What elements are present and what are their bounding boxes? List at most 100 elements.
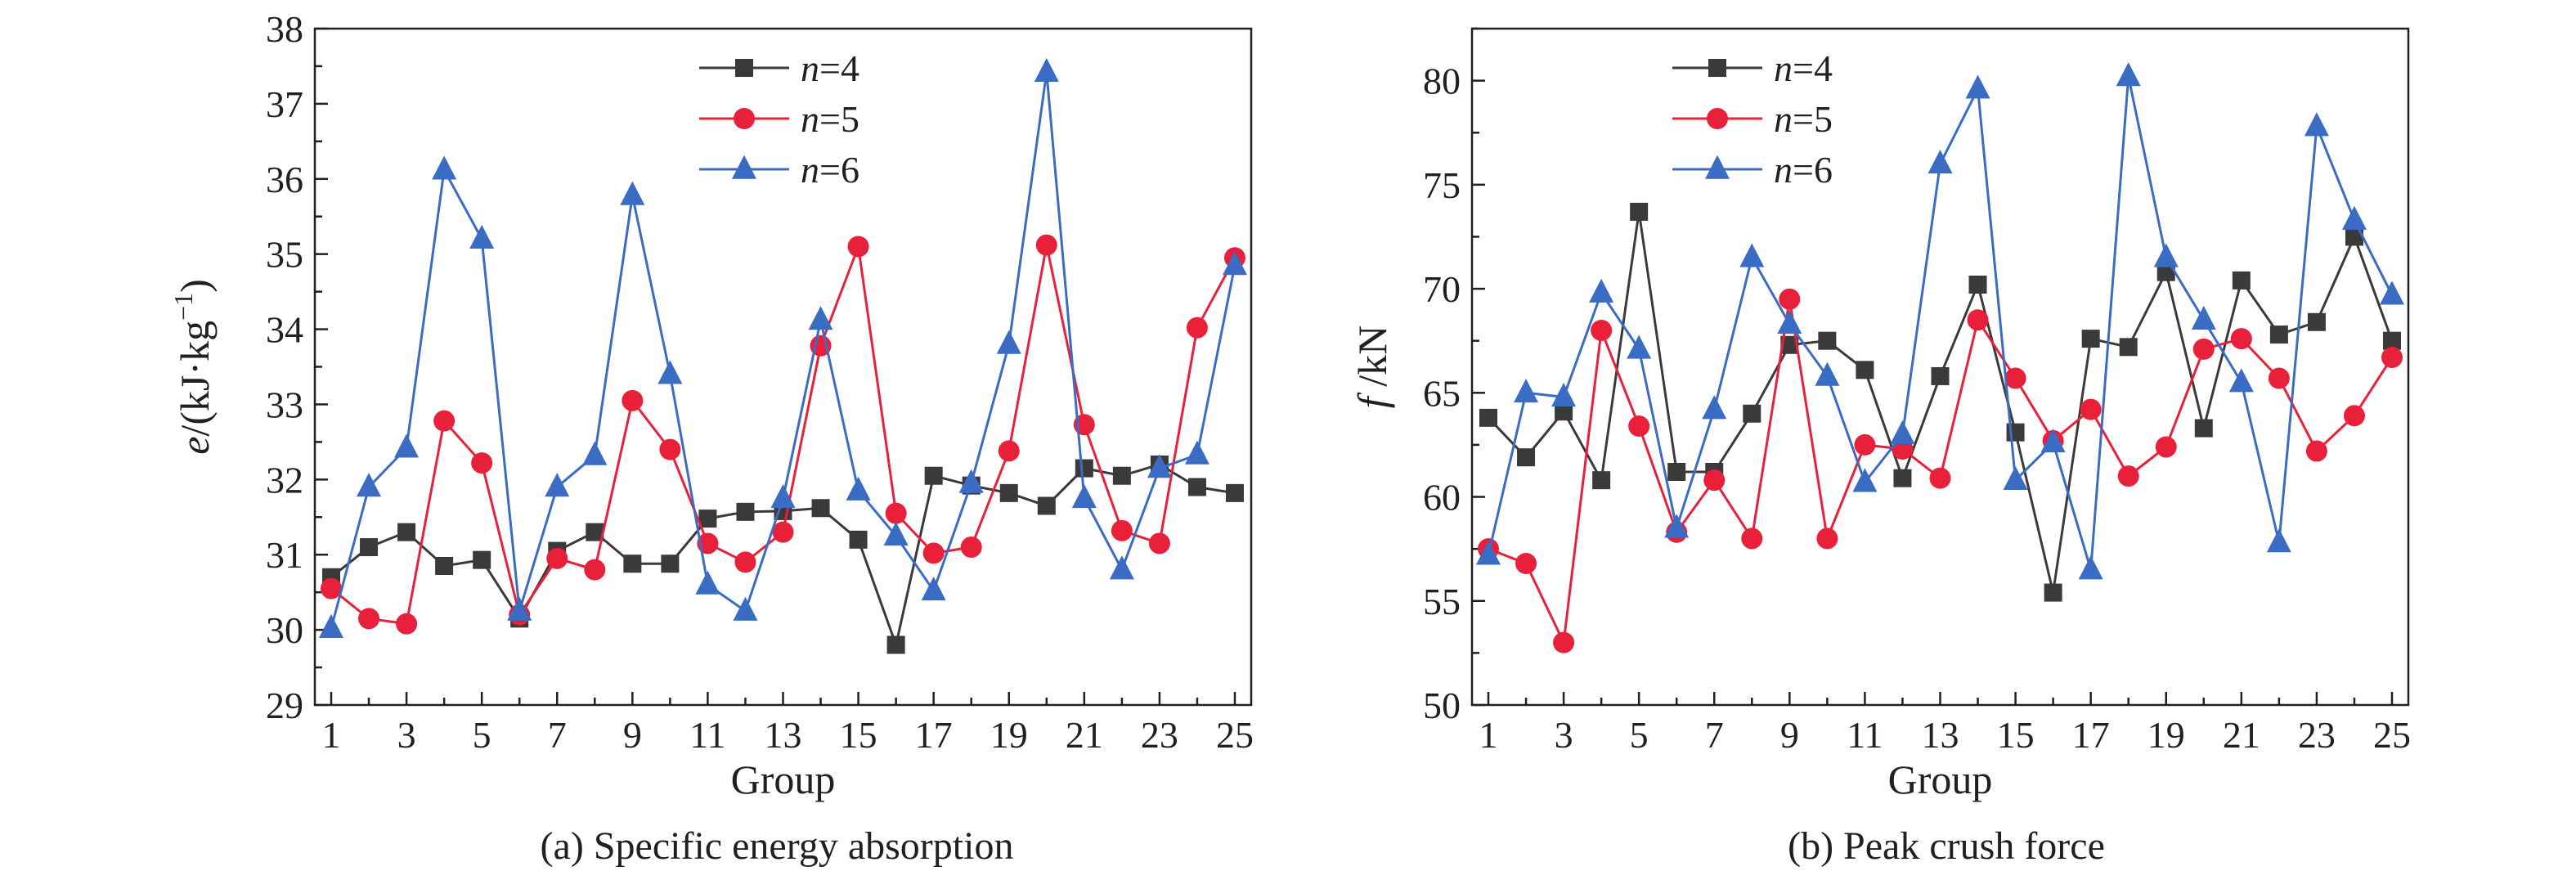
data-point: [2044, 583, 2062, 602]
data-point: [2156, 263, 2175, 281]
x-tick-label: 5: [1630, 714, 1649, 756]
x-axis-title: Group: [731, 757, 836, 802]
data-point: [2380, 281, 2404, 305]
x-tick-label: 13: [765, 714, 802, 756]
data-point: [1479, 408, 1497, 427]
data-point: [1893, 469, 1912, 487]
data-point: [545, 473, 570, 497]
legend-marker: [735, 59, 753, 77]
y-axis-var: e: [172, 437, 218, 455]
y-tick-label: 80: [1423, 61, 1461, 102]
legend-marker: [732, 155, 756, 179]
data-point: [396, 613, 418, 635]
x-axis-title: Group: [1888, 757, 1993, 802]
data-point: [846, 476, 871, 501]
y-tick-label: 55: [1423, 581, 1461, 622]
y-tick-label: 29: [266, 685, 303, 726]
data-point: [1928, 150, 1953, 174]
legend-marker: [734, 108, 755, 129]
data-point: [2343, 405, 2365, 427]
legend-eq: =5: [819, 98, 859, 140]
data-point: [996, 330, 1021, 354]
data-point: [1856, 361, 1874, 379]
y-axis-unit: /(kJ·kg: [172, 321, 218, 437]
data-point: [360, 538, 379, 557]
data-point: [2004, 367, 2026, 389]
series-line: [330, 72, 1236, 629]
data-point: [921, 576, 946, 601]
y-tick-label: 50: [1423, 685, 1461, 726]
data-point: [657, 360, 683, 384]
data-point: [659, 438, 681, 460]
legend-label: n=6: [1774, 149, 1833, 191]
x-tick-label: 23: [1141, 714, 1178, 756]
data-point: [1476, 541, 1501, 565]
legend-entry: n=4: [1672, 47, 1833, 89]
series-n5: [1478, 288, 2403, 653]
data-point: [1111, 519, 1133, 541]
x-tick-label: 5: [473, 714, 491, 756]
data-point: [1226, 483, 1244, 502]
data-point: [584, 559, 606, 581]
data-point: [1968, 275, 1987, 294]
legend-entry: n=6: [1672, 149, 1833, 191]
data-point: [622, 389, 644, 411]
data-point: [546, 547, 568, 569]
data-point: [357, 473, 382, 497]
legend-eq: =6: [819, 149, 859, 191]
data-point: [2266, 528, 2291, 553]
data-point: [886, 635, 905, 654]
data-point: [1515, 552, 1537, 574]
data-point: [397, 523, 416, 541]
data-point: [2232, 271, 2251, 290]
x-tick-label: 25: [2373, 714, 2411, 756]
data-point: [2155, 436, 2177, 458]
data-point: [2230, 328, 2252, 350]
chart-caption: (a) Specific energy absorption: [541, 824, 1014, 868]
data-point: [2268, 367, 2290, 389]
y-axis-close: ): [172, 279, 218, 293]
data-point: [2117, 465, 2139, 487]
data-point: [1112, 466, 1131, 485]
y-tick-label: 35: [266, 234, 303, 276]
legend-label: n=6: [801, 149, 859, 191]
data-point: [2119, 338, 2138, 357]
data-point: [770, 483, 796, 509]
data-point: [1931, 366, 1950, 385]
data-point: [998, 440, 1020, 462]
y-tick-label: 34: [266, 309, 303, 351]
data-point: [2080, 398, 2102, 420]
data-point: [1555, 402, 1573, 421]
x-tick-label: 17: [2072, 714, 2110, 756]
data-point: [433, 410, 456, 432]
y-tick-label: 33: [266, 384, 303, 425]
data-point: [661, 555, 680, 573]
data-point: [1741, 528, 1763, 550]
data-point: [1035, 234, 1057, 256]
data-point: [849, 530, 868, 549]
data-point: [1890, 420, 1915, 444]
data-point: [2078, 555, 2103, 580]
legend-label: n=4: [1774, 47, 1833, 89]
data-point: [394, 433, 420, 458]
y-tick-label: 60: [1423, 477, 1461, 519]
data-point: [507, 596, 532, 621]
data-point: [1037, 496, 1056, 515]
data-point: [1589, 278, 1614, 303]
legend-label: n=5: [801, 98, 859, 140]
data-point: [1109, 555, 1134, 580]
data-point: [469, 224, 495, 249]
data-point: [1967, 309, 1989, 331]
series-n6: [1476, 62, 2404, 580]
data-point: [2305, 440, 2327, 462]
data-point: [1854, 433, 1876, 456]
data-point: [2381, 347, 2403, 369]
data-point: [808, 306, 833, 330]
data-point: [2383, 331, 2401, 350]
x-tick-label: 9: [1780, 714, 1799, 756]
data-point: [1186, 317, 1208, 339]
data-point: [2003, 465, 2028, 490]
legend-var: n: [801, 47, 819, 89]
data-point: [960, 537, 982, 559]
